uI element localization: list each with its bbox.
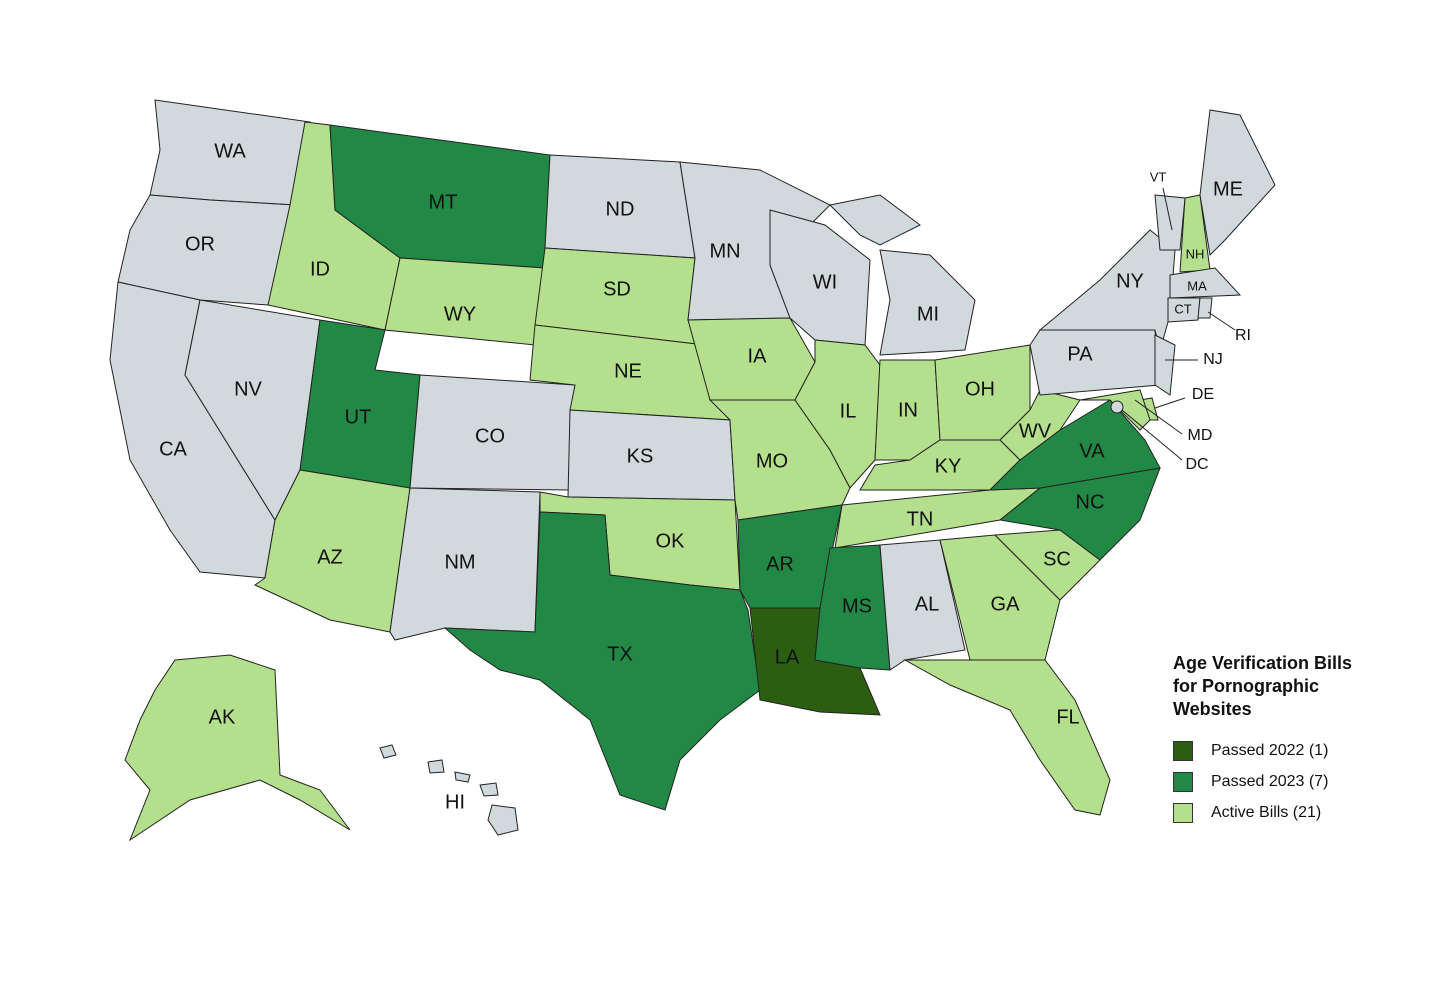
legend-item: Passed 2023 (7)	[1173, 772, 1413, 792]
state-label: RI	[1235, 327, 1251, 344]
state-shape	[903, 659, 1111, 816]
legend-swatch	[1173, 803, 1193, 823]
state-label: MO	[756, 450, 788, 472]
state-shape	[299, 319, 421, 489]
legend-swatch	[1173, 772, 1193, 792]
state-label: KS	[627, 445, 654, 467]
leader-line	[1207, 311, 1236, 331]
state-label: VT	[1150, 169, 1167, 184]
state-label: MN	[709, 240, 740, 262]
state-label: HI	[445, 791, 465, 813]
state-label: AK	[209, 706, 236, 728]
state-label: AZ	[317, 546, 343, 568]
state-labels: WA OR CA NV ID MT WY UT AZ CO NM ND SD NE KS OK TX MN IA MO…	[159, 140, 1251, 813]
state-label: NE	[614, 360, 642, 382]
state-shape	[379, 744, 397, 759]
legend-label: Active Bills (21)	[1211, 804, 1322, 821]
state-shape	[828, 194, 921, 246]
state-label: NY	[1116, 270, 1144, 292]
state-label: CT	[1174, 301, 1191, 316]
state-label: KY	[935, 455, 962, 477]
legend-label: Passed 2022 (1)	[1211, 742, 1329, 759]
state-label: WA	[214, 140, 246, 162]
state-shape	[1199, 109, 1276, 257]
state-shape	[443, 511, 761, 811]
state-shape	[879, 539, 966, 671]
state-label: ID	[310, 258, 330, 280]
state-label: ME	[1213, 178, 1243, 200]
state-shape	[1110, 400, 1124, 414]
state-label: VA	[1079, 440, 1105, 462]
state-shape	[1167, 297, 1201, 323]
state-label: TX	[607, 643, 633, 665]
state-label: MI	[917, 303, 939, 325]
legend-swatch	[1173, 741, 1193, 761]
state-shape	[384, 257, 546, 346]
state-shape	[794, 339, 881, 489]
state-label: ND	[606, 198, 635, 220]
state-label: WY	[444, 303, 476, 325]
state-label: IA	[748, 345, 768, 367]
state-shape	[487, 804, 519, 836]
state-label: SC	[1043, 548, 1071, 570]
state-label: NJ	[1203, 351, 1223, 368]
state-label: DE	[1192, 386, 1214, 403]
state-label: MA	[1187, 278, 1207, 293]
state-label: WI	[813, 271, 837, 293]
state-label: FL	[1056, 706, 1079, 728]
state-label: PA	[1067, 343, 1093, 365]
state-label: IN	[898, 399, 918, 421]
state-label: AL	[915, 593, 939, 615]
state-shape	[427, 759, 445, 774]
state-shapes	[109, 99, 1276, 842]
legend: Age Verification Bills for Pornographic …	[1173, 652, 1413, 823]
state-shape	[1169, 267, 1242, 299]
legend-item: Passed 2022 (1)	[1173, 741, 1413, 761]
state-shape	[479, 782, 499, 797]
legend-list: Passed 2022 (1) Passed 2023 (7) Active Bil…	[1173, 741, 1413, 823]
state-shape	[1154, 334, 1176, 396]
state-label: OR	[185, 233, 215, 255]
state-label: GA	[991, 593, 1021, 615]
state-label: MD	[1188, 427, 1213, 444]
state-label: TN	[907, 508, 934, 530]
state-label: IL	[840, 400, 857, 422]
legend-label: Passed 2023 (7)	[1211, 773, 1329, 790]
state-label: AR	[766, 553, 794, 575]
state-label: OH	[965, 378, 995, 400]
state-label: OK	[656, 530, 686, 552]
legend-title: Age Verification Bills for Pornographic …	[1173, 653, 1353, 719]
leader-line	[1162, 187, 1173, 231]
leader-line	[1121, 409, 1183, 461]
state-label: CO	[475, 425, 505, 447]
leader-line	[1134, 399, 1183, 435]
state-shape	[1079, 389, 1151, 431]
legend-item: Active Bills (21)	[1173, 803, 1413, 823]
state-label: SD	[603, 278, 631, 300]
state-label: WV	[1019, 420, 1052, 442]
state-label: CA	[159, 438, 187, 460]
state-label: NC	[1076, 491, 1105, 513]
state-label: DC	[1185, 456, 1208, 473]
leader-lines	[1121, 187, 1236, 461]
state-shape	[1029, 329, 1161, 396]
state-label: MT	[429, 191, 458, 213]
state-label: LA	[775, 646, 800, 668]
state-label: UT	[345, 406, 372, 428]
state-shape	[879, 249, 976, 356]
state-shape	[1197, 297, 1213, 319]
state-label: MS	[842, 595, 872, 617]
state-label: NH	[1186, 246, 1205, 261]
state-shape	[124, 654, 351, 842]
state-label: NV	[234, 378, 262, 400]
state-shape	[939, 534, 1061, 661]
state-label: NM	[444, 551, 475, 573]
leader-line	[1154, 397, 1186, 409]
state-shape	[454, 771, 471, 783]
